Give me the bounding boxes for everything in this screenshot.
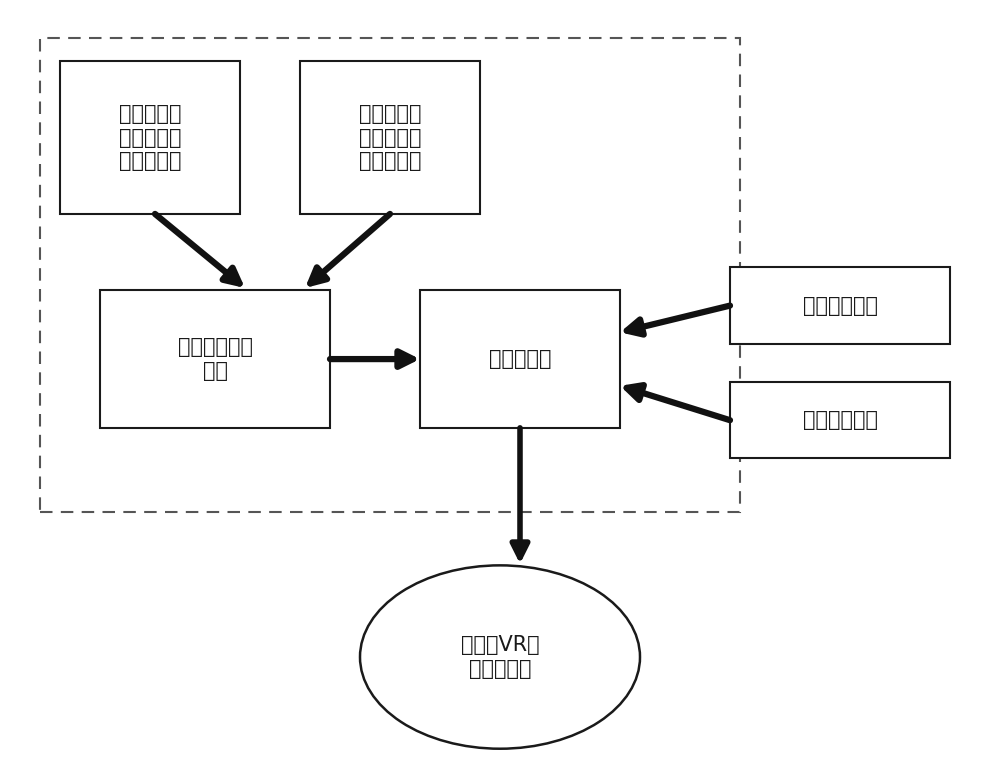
Text: 沉浸式VR前
端显示设备: 沉浸式VR前 端显示设备 (461, 636, 539, 678)
Text: 变电站场景模
型库: 变电站场景模 型库 (178, 338, 253, 380)
Ellipse shape (360, 565, 640, 749)
Bar (60, 61, 240, 214)
Bar (730, 382, 950, 458)
Text: 故障检修模块: 故障检修模块 (802, 296, 878, 316)
Text: 变电站一次
运行设备故
障模拟模块: 变电站一次 运行设备故 障模拟模块 (119, 105, 181, 170)
Bar (420, 290, 620, 428)
Bar (730, 267, 950, 344)
Text: 培训考核模块: 培训考核模块 (802, 410, 878, 430)
Bar (40, 38, 740, 512)
Bar (100, 290, 330, 428)
Text: 变电站二次
运行设备故
障模拟模块: 变电站二次 运行设备故 障模拟模块 (359, 105, 421, 170)
Bar (300, 61, 480, 214)
Text: 后台计算机: 后台计算机 (489, 349, 551, 369)
